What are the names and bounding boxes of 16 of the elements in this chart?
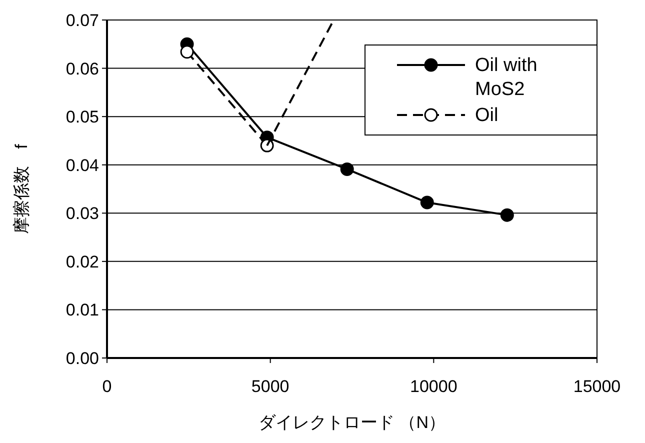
y-tick-label: 0.06 — [66, 59, 99, 78]
y-axis-title: 摩擦係数 f — [12, 144, 31, 234]
x-tick-label: 5000 — [251, 377, 290, 396]
y-tick-label: 0.00 — [66, 349, 99, 368]
y-tick-label: 0.01 — [66, 300, 99, 320]
x-tick-label: 0 — [102, 377, 112, 396]
legend-label: Oil — [475, 105, 498, 126]
x-axis-title: ダイレクトロード （N） — [258, 413, 446, 432]
x-tick-label: 15000 — [573, 377, 621, 396]
y-tick-label: 0.02 — [66, 252, 99, 272]
y-tick-label: 0.07 — [66, 11, 99, 30]
y-tick-label: 0.05 — [66, 108, 99, 127]
y-tick-label: 0.03 — [66, 204, 99, 224]
legend-label: Oil with MoS2 — [475, 55, 538, 100]
y-tick-label: 0.04 — [66, 156, 99, 175]
x-tick-label: 10000 — [410, 377, 458, 396]
